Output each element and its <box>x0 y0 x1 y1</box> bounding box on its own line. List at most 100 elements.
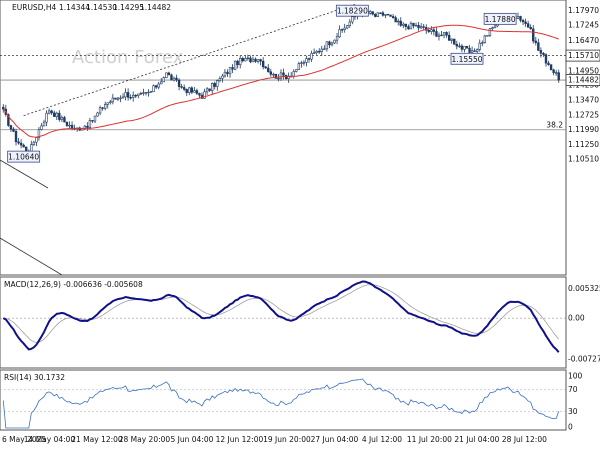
macd-tick-label-2: -0.007273 <box>568 355 600 364</box>
candle-body <box>139 92 143 95</box>
price-label-1: 1.17880 <box>485 15 516 24</box>
candle-body <box>231 67 234 70</box>
candle-body <box>132 94 135 98</box>
candle-body <box>172 77 176 81</box>
candle-body <box>450 38 453 41</box>
candle-body <box>93 115 97 122</box>
candle-body <box>137 93 140 96</box>
price-tick-label-10: 1.10510 <box>568 155 599 164</box>
candle-body <box>9 125 13 130</box>
price-label-box-0 <box>335 4 369 17</box>
header: EURUSD,H4 1.14344 1.14530 1.14295 1.1448… <box>12 3 171 12</box>
candle-body <box>312 52 316 54</box>
rsi-tick-label-2: 30 <box>568 407 578 416</box>
candle-body <box>142 92 145 94</box>
candle-body <box>544 54 548 64</box>
candle-body <box>88 120 92 128</box>
candle-body <box>516 16 520 19</box>
candle-body <box>419 26 423 29</box>
x-tick-label-5: 12 Jun 12:00 <box>216 435 264 444</box>
x-tick-label-1: 14 May 04:00 <box>24 435 76 444</box>
candle-body <box>435 31 438 37</box>
candle-body <box>407 26 410 30</box>
candle-body <box>292 71 295 77</box>
candle-body <box>330 42 334 46</box>
rsi-tick-label-3: 0 <box>568 423 573 432</box>
candle-body <box>458 45 461 48</box>
price-tick-label-2: 1.16470 <box>568 36 599 45</box>
x-tick-label-4: 5 Jun 04:00 <box>171 435 214 444</box>
candle-body <box>524 21 527 24</box>
candle-body <box>455 43 459 47</box>
candle-body <box>12 128 15 132</box>
candle-body <box>106 102 109 105</box>
candle-body <box>134 94 137 97</box>
price-label-2: 1.15550 <box>451 55 482 64</box>
candle-body <box>147 91 150 94</box>
candle-body <box>63 117 66 123</box>
candle-body <box>157 83 160 88</box>
candle-body <box>478 42 481 50</box>
candle-body <box>340 29 344 31</box>
candle-body <box>149 91 153 93</box>
candle-body <box>371 11 374 15</box>
candle-body <box>195 90 199 94</box>
candle-body <box>315 50 318 54</box>
candle-body <box>302 62 306 64</box>
price-tick-label-6: 1.13470 <box>568 96 599 105</box>
header-close: 1.14482 <box>140 3 171 12</box>
price-panel <box>0 0 567 276</box>
candle-body <box>124 92 127 98</box>
candle-body <box>198 93 201 96</box>
candle-body <box>295 69 298 72</box>
candle-body <box>376 12 380 17</box>
price-layer: 1.18290 1.17880 1.15550 1.10640 <box>0 3 566 276</box>
candle-body <box>399 20 402 26</box>
x-tick-label-11: 28 Jul 12:00 <box>502 435 547 444</box>
price-tick-label-1: 1.17245 <box>568 21 599 30</box>
candle-body <box>170 74 173 81</box>
candle-body <box>129 97 132 99</box>
candle-body <box>397 20 400 23</box>
candle-body <box>300 62 303 64</box>
candle-body <box>193 90 196 93</box>
candle-body <box>7 114 10 126</box>
candle-body <box>22 144 25 148</box>
candle-body <box>119 97 122 100</box>
rsi-line <box>2 378 560 429</box>
candle-body <box>32 141 36 145</box>
axes-layer: 1.17970 1.17245 1.16470 1.15710 1.14950 1.142… <box>2 6 600 444</box>
candle-body <box>554 72 558 74</box>
candle-body <box>557 72 560 81</box>
candle-body <box>116 97 120 100</box>
candle-body <box>442 32 446 36</box>
candle-body <box>323 48 326 50</box>
candle-body <box>284 74 288 79</box>
candle-body <box>343 27 346 30</box>
candle-body <box>254 58 257 62</box>
candle-body <box>251 58 255 63</box>
candle-body <box>453 38 456 45</box>
macd-signal-line <box>3 284 560 343</box>
rsi-layer <box>0 378 566 429</box>
candle-body <box>274 73 278 79</box>
candle-body <box>409 22 413 30</box>
candle-body <box>414 24 418 27</box>
level-tag-1: 1.14482 <box>568 76 599 85</box>
macd-layer <box>0 280 566 353</box>
candle-body <box>465 46 469 49</box>
candle-body <box>404 23 408 27</box>
candle-body <box>547 62 550 66</box>
candle-body <box>460 45 464 50</box>
candle-body <box>374 13 377 17</box>
candle-body <box>259 59 262 62</box>
x-tick-label-9: 11 Jul 20:00 <box>407 435 452 444</box>
candle-body <box>521 20 525 23</box>
candle-body <box>47 110 51 114</box>
candle-body <box>267 67 270 73</box>
candle-body <box>216 80 219 87</box>
rsi-tick-label-0: 100 <box>568 372 583 381</box>
price-label-box-2 <box>450 52 484 65</box>
candle-body <box>208 88 211 91</box>
